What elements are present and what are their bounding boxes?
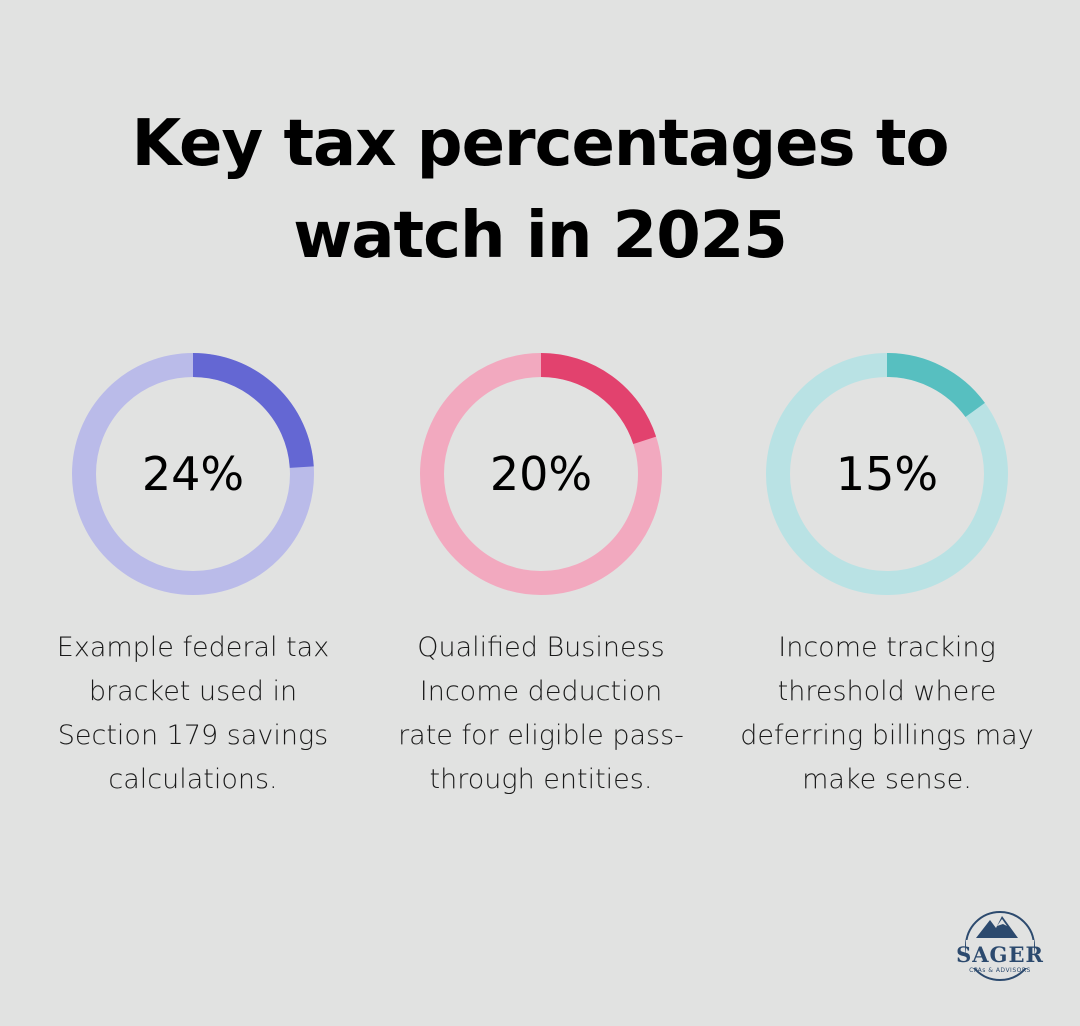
donut-chart-2: 20%	[419, 352, 663, 596]
donut-value-2: 20%	[489, 447, 593, 501]
description-1-line-4: calculations.	[108, 764, 278, 795]
donut-value-3: 15%	[835, 447, 939, 501]
description-1-line-2: bracket used in	[88, 676, 298, 707]
page-title: Key tax percentages to watch in 2025	[0, 98, 1080, 282]
donut-arc-2	[540, 353, 657, 445]
description-3: Income tracking threshold where deferrin…	[722, 626, 1052, 802]
donut-svg-2	[420, 353, 662, 595]
donut-svg-3	[766, 353, 1008, 595]
logo-wordmark: SAGER	[956, 942, 1044, 967]
description-1-line-3: Section 179 savings	[57, 720, 329, 751]
logo-tagline: CPAs & ADVISORS	[969, 967, 1031, 974]
donut-svg-1	[72, 353, 314, 595]
donut-value-1: 24%	[141, 447, 245, 501]
title-line-2: watch in 2025	[293, 199, 788, 273]
description-1: Example federal tax bracket used in Sect…	[28, 626, 358, 802]
donut-arc-1	[192, 353, 314, 469]
description-2-line-1: Qualified Business	[417, 632, 665, 663]
description-2-line-3: rate for eligible pass-	[398, 720, 684, 751]
description-2-line-4: through entities.	[429, 764, 653, 795]
description-2: Qualified Business Income deduction rate…	[376, 626, 706, 802]
sager-logo: SAGER CPAs & ADVISORS	[956, 908, 1044, 988]
donut-chart-1: 24%	[71, 352, 315, 596]
description-2-line-2: Income deduction	[419, 676, 663, 707]
donut-arc-3	[886, 353, 985, 418]
donut-chart-3: 15%	[765, 352, 1009, 596]
description-3-line-4: make sense.	[802, 764, 972, 795]
description-3-line-3: deferring billings may	[740, 720, 1034, 751]
description-3-line-2: threshold where	[777, 676, 997, 707]
title-line-1: Key tax percentages to	[131, 107, 950, 181]
description-3-line-1: Income tracking	[778, 632, 996, 663]
description-1-line-1: Example federal tax	[56, 632, 330, 663]
logo-mountain-icon	[965, 911, 1035, 981]
